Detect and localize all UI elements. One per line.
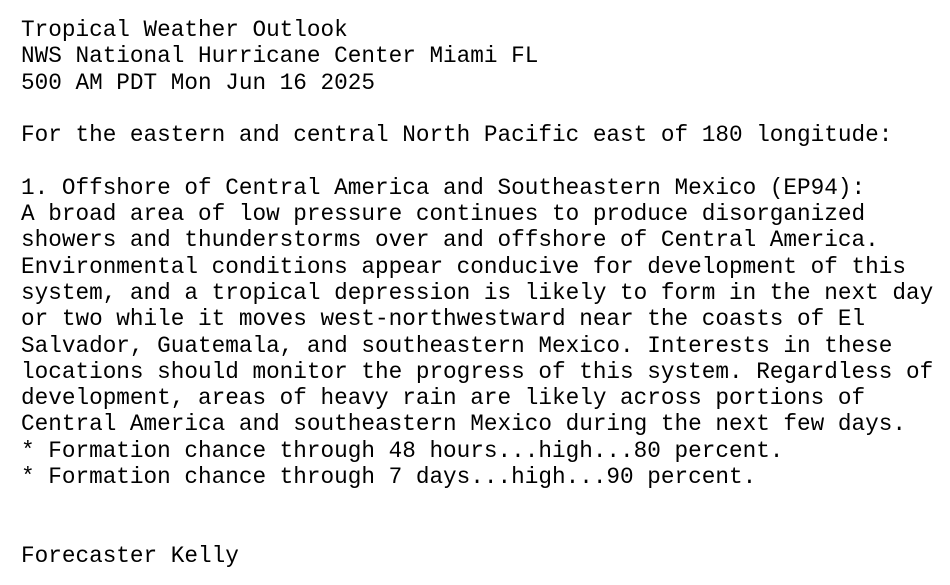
discussion-line: Environmental conditions appear conduciv…	[21, 253, 906, 280]
discussion-line: system, and a tropical depression is lik…	[21, 279, 934, 306]
formation-chance-7d: * Formation chance through 7 days...high…	[21, 464, 757, 491]
discussion-line: showers and thunderstorms over and offsh…	[21, 227, 879, 254]
blank-line	[21, 96, 933, 122]
discussion-line: or two while it moves west-northwestward…	[21, 306, 866, 333]
discussion-line: locations should monitor the progress of…	[21, 358, 934, 385]
system-heading: 1. Offshore of Central America and South…	[21, 174, 866, 201]
discussion-line: Salvador, Guatemala, and southeastern Me…	[21, 332, 893, 359]
discussion-line: Central America and southeastern Mexico …	[21, 411, 906, 438]
discussion-line: development, areas of heavy rain are lik…	[21, 385, 866, 412]
blank-line	[21, 490, 933, 516]
discussion-line: A broad area of low pressure continues t…	[21, 201, 866, 228]
issuing-office: NWS National Hurricane Center Miami FL	[21, 43, 539, 70]
product-title: Tropical Weather Outlook	[21, 17, 348, 43]
forecaster-signature: Forecaster Kelly	[21, 542, 239, 569]
outlook-document: Tropical Weather Outlook NWS National Hu…	[21, 17, 933, 569]
basin-intro: For the eastern and central North Pacifi…	[21, 122, 893, 149]
blank-line	[21, 517, 933, 543]
blank-line	[21, 148, 933, 174]
issue-time: 500 AM PDT Mon Jun 16 2025	[21, 69, 375, 96]
formation-chance-48h: * Formation chance through 48 hours...hi…	[21, 437, 784, 464]
